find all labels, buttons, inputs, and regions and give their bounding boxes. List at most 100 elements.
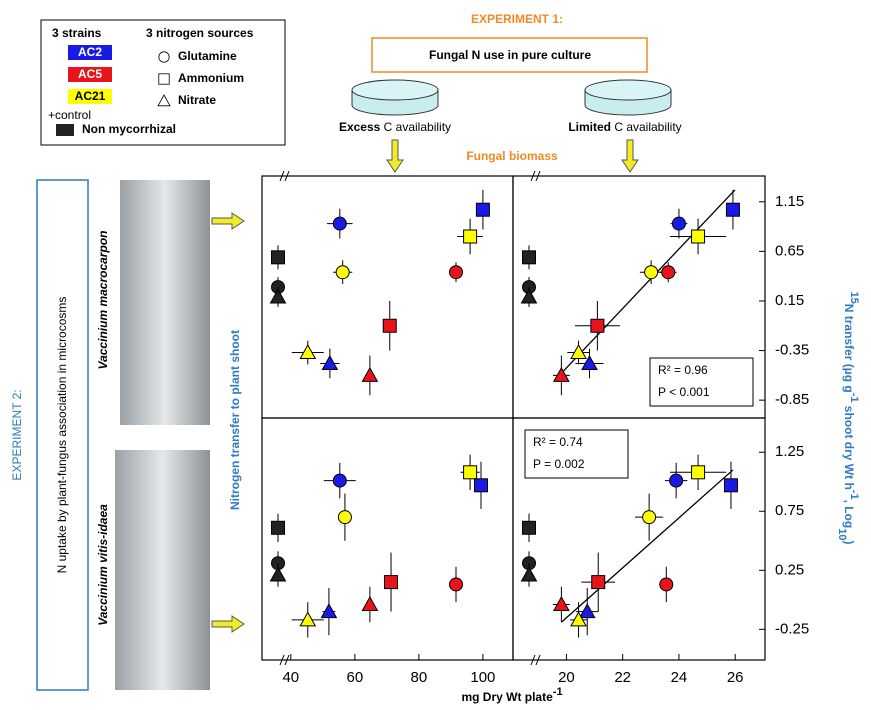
point — [333, 474, 346, 487]
y-tick-label: -0.85 — [775, 391, 809, 408]
stats-text: R² = 0.74 — [533, 435, 583, 449]
y-tick-label: -0.35 — [775, 342, 809, 359]
x-axis-label: mg Dry Wt plate-1 — [461, 686, 562, 704]
x-tick-label: 22 — [614, 669, 631, 686]
label-part: 15 — [848, 292, 860, 304]
panel-frame — [262, 418, 513, 660]
point — [692, 230, 705, 243]
side-label: Nitrogen transfer to plant shoot — [228, 330, 242, 510]
label-part: Limited — [568, 120, 611, 134]
y-tick-label: 0.65 — [775, 242, 804, 259]
point — [580, 604, 595, 618]
y-tick-label: 1.15 — [775, 193, 804, 210]
label-part: 10 — [836, 528, 848, 540]
experiment-title: EXPERIMENT 2: — [10, 389, 24, 480]
legend-label: AC21 — [75, 89, 106, 103]
point — [724, 479, 737, 492]
photo — [120, 180, 210, 425]
label-part: shoot dry Wt h — [842, 402, 856, 489]
legend-label: Glutamine — [178, 49, 237, 63]
label-part: N transfer (µg g — [842, 304, 856, 393]
page: { "legend": { "strains_title": "3 strain… — [0, 0, 871, 710]
y-tick-label: -0.25 — [775, 620, 809, 637]
legend-title: 3 nitrogen sources — [146, 26, 254, 40]
note: Fungal biomass — [466, 149, 558, 163]
point — [660, 578, 673, 591]
point — [336, 266, 349, 279]
point — [450, 578, 463, 591]
point — [474, 479, 487, 492]
legend-title: 3 strains — [52, 26, 102, 40]
point — [383, 319, 396, 332]
stats-text: R² = 0.96 — [658, 363, 708, 377]
point — [554, 368, 569, 382]
label-part: -1 — [553, 686, 563, 698]
point — [338, 511, 351, 524]
point — [272, 521, 285, 534]
x-tick-label: 26 — [727, 669, 744, 686]
point — [571, 345, 586, 359]
point — [672, 217, 685, 230]
experiment-title: EXPERIMENT 1: — [471, 12, 563, 26]
label-part: mg Dry Wt plate — [461, 690, 553, 704]
point — [272, 251, 285, 264]
label-part: C availability — [380, 120, 451, 134]
legend-title: +control — [48, 108, 91, 122]
fit-line — [557, 190, 735, 378]
x-tick-label: 100 — [470, 669, 495, 686]
point — [464, 466, 477, 479]
stats-text: P = 0.002 — [533, 457, 585, 471]
point — [385, 576, 398, 589]
panel: 1.15 0.65 0.15 -0.35 -0.85 R² = 0.96 P < 0.001 — [513, 171, 809, 418]
label-part: C availability — [611, 120, 682, 134]
point — [522, 568, 537, 582]
point — [271, 568, 286, 582]
legend-label: AC2 — [78, 45, 102, 59]
y-tick-label: 0.15 — [775, 292, 804, 309]
condition-label: Limited C availability — [568, 120, 681, 134]
x-tick-label: 60 — [347, 669, 364, 686]
point — [645, 266, 658, 279]
x-tick-label: 24 — [671, 669, 688, 686]
species-label: Vaccinium macrocarpon — [96, 231, 110, 370]
condition-label: Excess C availability — [339, 120, 451, 134]
photo — [115, 450, 210, 690]
legend-swatch — [56, 124, 74, 136]
point — [726, 203, 739, 216]
point — [670, 474, 683, 487]
label-part: -1 — [848, 393, 860, 403]
point — [321, 604, 336, 618]
x-tick-label: 40 — [282, 669, 299, 686]
point — [554, 597, 569, 611]
panel-frame — [262, 176, 513, 418]
point — [592, 576, 605, 589]
x-tick-label: 20 — [558, 669, 575, 686]
y-tick-label: 1.25 — [775, 443, 804, 460]
plots: 1.15 0.65 0.15 -0.35 -0.85 R² = 0.96 P < 0.001… — [262, 171, 809, 686]
point — [523, 251, 536, 264]
point — [662, 266, 675, 279]
legend-label: AC5 — [78, 67, 102, 81]
panel — [262, 171, 513, 418]
label-part: Excess — [339, 120, 381, 134]
point — [300, 612, 315, 626]
point — [322, 356, 337, 370]
y-tick-label: 0.25 — [775, 561, 804, 578]
point — [692, 466, 705, 479]
label-part: , Log — [842, 500, 856, 529]
petri-dish — [352, 80, 671, 115]
point — [450, 266, 463, 279]
x-tick-label: 80 — [411, 669, 428, 686]
point — [476, 203, 489, 216]
species-label: Vaccinium vitis-idaea — [96, 504, 110, 626]
y-axis-label: 15N transfer (µg g-1 shoot dry Wt h-1, L… — [836, 292, 860, 545]
figure: 3 strains 3 nitrogen sources +control AC… — [0, 0, 871, 710]
point — [362, 368, 377, 382]
legend-label: Non mycorrhizal — [82, 122, 176, 136]
point — [464, 230, 477, 243]
point — [362, 597, 377, 611]
stats-text: P < 0.001 — [658, 385, 710, 399]
experiment-box-text: N uptake by plant-fungus association in … — [55, 297, 69, 574]
point — [643, 511, 656, 524]
